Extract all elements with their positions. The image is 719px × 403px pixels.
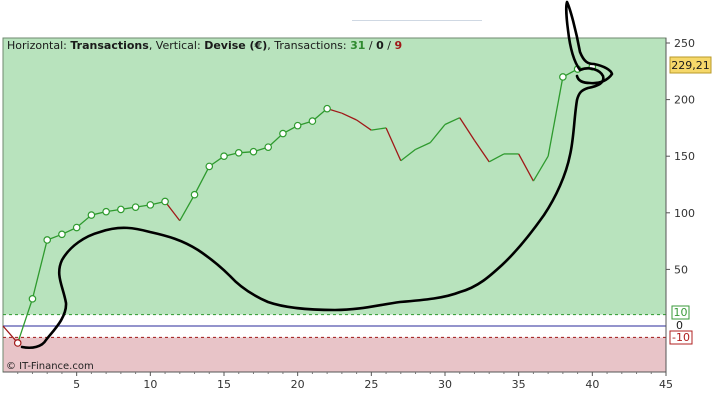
lower-threshold-badge-bg [669, 330, 693, 345]
series-segment [473, 139, 490, 163]
series-markers [13, 62, 597, 347]
data-point [234, 149, 243, 157]
header-vertical-label: , Vertical: [149, 39, 204, 52]
header-transactions-label: , Transactions: [267, 39, 350, 52]
lower-threshold-text: -10 [672, 331, 690, 344]
series-segment [164, 201, 181, 222]
x-tick-label: 35 [512, 378, 526, 391]
y-tick-label: 100 [674, 207, 695, 220]
data-point [205, 162, 214, 171]
top-divider [352, 20, 482, 21]
data-point [146, 201, 155, 209]
x-tick-label: 15 [217, 378, 231, 391]
series-segment [341, 112, 357, 121]
series-segment [518, 153, 534, 182]
series-segment [429, 124, 446, 144]
hand-drawn-annotation [20, 0, 614, 350]
chart-header: Horizontal: Transactions, Vertical: Devi… [7, 39, 402, 52]
series-segment [547, 76, 564, 157]
current-value-text: 229,21 [671, 59, 710, 72]
data-point [293, 121, 302, 130]
series-segment [459, 117, 476, 141]
series-segment [356, 119, 372, 131]
series-segment [415, 142, 431, 150]
header-vertical-value: Devise (€) [204, 39, 267, 52]
data-point [161, 197, 169, 206]
x-tick-label: 10 [143, 378, 157, 391]
y-tick-label: 250 [674, 37, 695, 50]
data-point [131, 203, 140, 211]
header-sep1: / [365, 39, 376, 52]
data-point [308, 117, 317, 125]
series-segment [385, 127, 402, 161]
upper-threshold-text: 10 [674, 306, 688, 319]
data-point [72, 223, 81, 232]
header-sep2: / [384, 39, 395, 52]
profit-zone [3, 38, 666, 315]
data-point [220, 152, 228, 161]
data-point [249, 147, 258, 156]
data-point [87, 211, 96, 219]
series-segment [31, 239, 48, 299]
data-point [28, 295, 37, 303]
y-tick-label: 200 [674, 94, 695, 107]
header-horizontal-label: Horizontal: [7, 39, 70, 52]
series-segment [17, 298, 34, 344]
data-point [43, 236, 52, 244]
y-axis: 50 100 150 200 250 [665, 37, 695, 372]
zero-marker-text: 0 [676, 319, 683, 332]
x-tick-label: 30 [438, 378, 452, 391]
series-segment [193, 166, 210, 195]
x-tick-label: 45 [659, 378, 673, 391]
data-point [559, 73, 567, 81]
lower-threshold-badge: -10 [669, 330, 693, 345]
upper-threshold-badge: 10 [671, 305, 690, 320]
y-tick-label: 50 [674, 263, 688, 276]
header-wins: 31 [350, 39, 365, 52]
x-tick-label: 20 [291, 378, 305, 391]
x-tick-label: 25 [364, 378, 378, 391]
x-tick-label: 5 [73, 378, 80, 391]
data-point [58, 230, 66, 239]
series-segment [532, 155, 549, 182]
series-segment [488, 153, 505, 163]
header-horizontal-value: Transactions [70, 39, 149, 52]
data-point [279, 129, 287, 138]
data-point [264, 143, 273, 151]
series-segment [371, 127, 387, 131]
zones-layer [3, 38, 666, 372]
data-point [190, 190, 199, 199]
x-tick-label: 40 [585, 378, 599, 391]
data-point [117, 205, 125, 214]
upper-threshold-badge-bg [671, 305, 690, 320]
x-axis: 5 10 15 20 25 30 35 40 45 [3, 371, 673, 391]
copyright-text: © IT-Finance.com [6, 361, 94, 372]
data-point [323, 104, 331, 113]
data-point [13, 339, 22, 347]
current-value-badge-bg [669, 56, 712, 74]
series-segment [400, 148, 416, 162]
series-segment [179, 194, 196, 222]
loss-zone [3, 337, 666, 372]
current-value-badge: 229,21 [669, 56, 712, 74]
header-even: 0 [376, 39, 384, 52]
y-tick-label: 150 [674, 150, 695, 163]
series-segment [444, 117, 461, 126]
header-losses: 9 [395, 39, 403, 52]
data-point [102, 207, 110, 216]
